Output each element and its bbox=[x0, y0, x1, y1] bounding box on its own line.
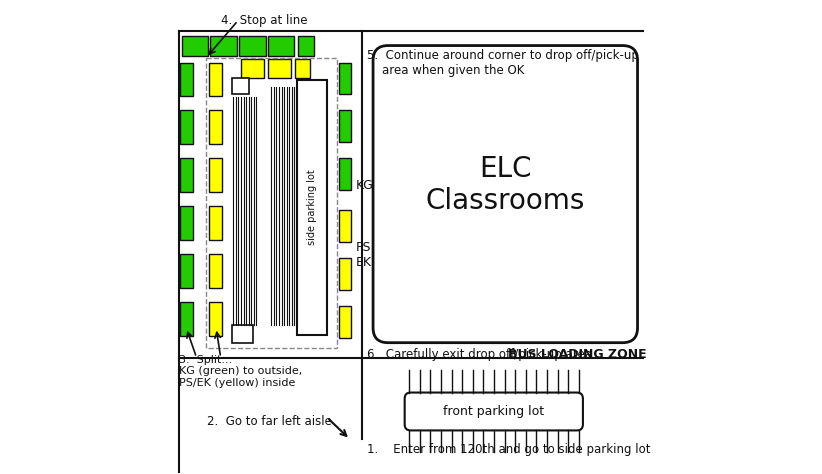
Text: 3.  Split...
KG (green) to outside,
PS/EK (yellow) inside: 3. Split... KG (green) to outside, PS/EK… bbox=[179, 355, 302, 388]
Bar bbox=[181, 63, 193, 96]
Bar bbox=[181, 110, 193, 144]
Bar bbox=[210, 36, 237, 55]
Text: front parking lot: front parking lot bbox=[443, 405, 544, 418]
Bar bbox=[209, 110, 222, 144]
Bar bbox=[209, 254, 222, 288]
Text: 5.  Continue around corner to drop off/pick-up
    area when given the OK: 5. Continue around corner to drop off/pi… bbox=[367, 48, 639, 77]
Bar bbox=[268, 58, 291, 79]
Bar bbox=[181, 158, 193, 192]
Bar bbox=[181, 254, 193, 288]
Bar bbox=[182, 36, 208, 55]
Text: 1.    Enter from 120th and go to side parking lot: 1. Enter from 120th and go to side parki… bbox=[367, 443, 650, 456]
Bar bbox=[209, 302, 222, 336]
Bar bbox=[268, 36, 294, 55]
Bar bbox=[295, 58, 311, 79]
Bar bbox=[339, 110, 351, 142]
Bar bbox=[241, 58, 264, 79]
Bar bbox=[339, 158, 351, 190]
Bar bbox=[239, 36, 266, 55]
Bar bbox=[181, 206, 193, 240]
Bar bbox=[209, 63, 222, 96]
FancyBboxPatch shape bbox=[373, 46, 638, 343]
Text: 2.  Go to far left aisle: 2. Go to far left aisle bbox=[207, 415, 332, 428]
Text: KG: KG bbox=[356, 179, 374, 191]
Text: PS
EK: PS EK bbox=[356, 241, 372, 269]
Bar bbox=[298, 36, 314, 55]
Text: 4.  Stop at line: 4. Stop at line bbox=[220, 14, 307, 27]
Bar bbox=[232, 325, 253, 343]
Bar bbox=[232, 79, 249, 94]
Bar bbox=[181, 302, 193, 336]
Bar bbox=[209, 206, 222, 240]
Bar bbox=[339, 258, 351, 290]
Text: BUS LOADING ZONE: BUS LOADING ZONE bbox=[508, 347, 646, 361]
FancyBboxPatch shape bbox=[404, 392, 583, 430]
Bar bbox=[209, 158, 222, 192]
Text: ELC
Classrooms: ELC Classrooms bbox=[426, 155, 585, 215]
Bar bbox=[339, 63, 351, 94]
Bar bbox=[339, 306, 351, 337]
Bar bbox=[339, 210, 351, 242]
Bar bbox=[298, 81, 327, 335]
Text: 6.  Carefully exit drop off/pick-up area: 6. Carefully exit drop off/pick-up area bbox=[367, 347, 592, 361]
Text: side parking lot: side parking lot bbox=[307, 170, 317, 246]
